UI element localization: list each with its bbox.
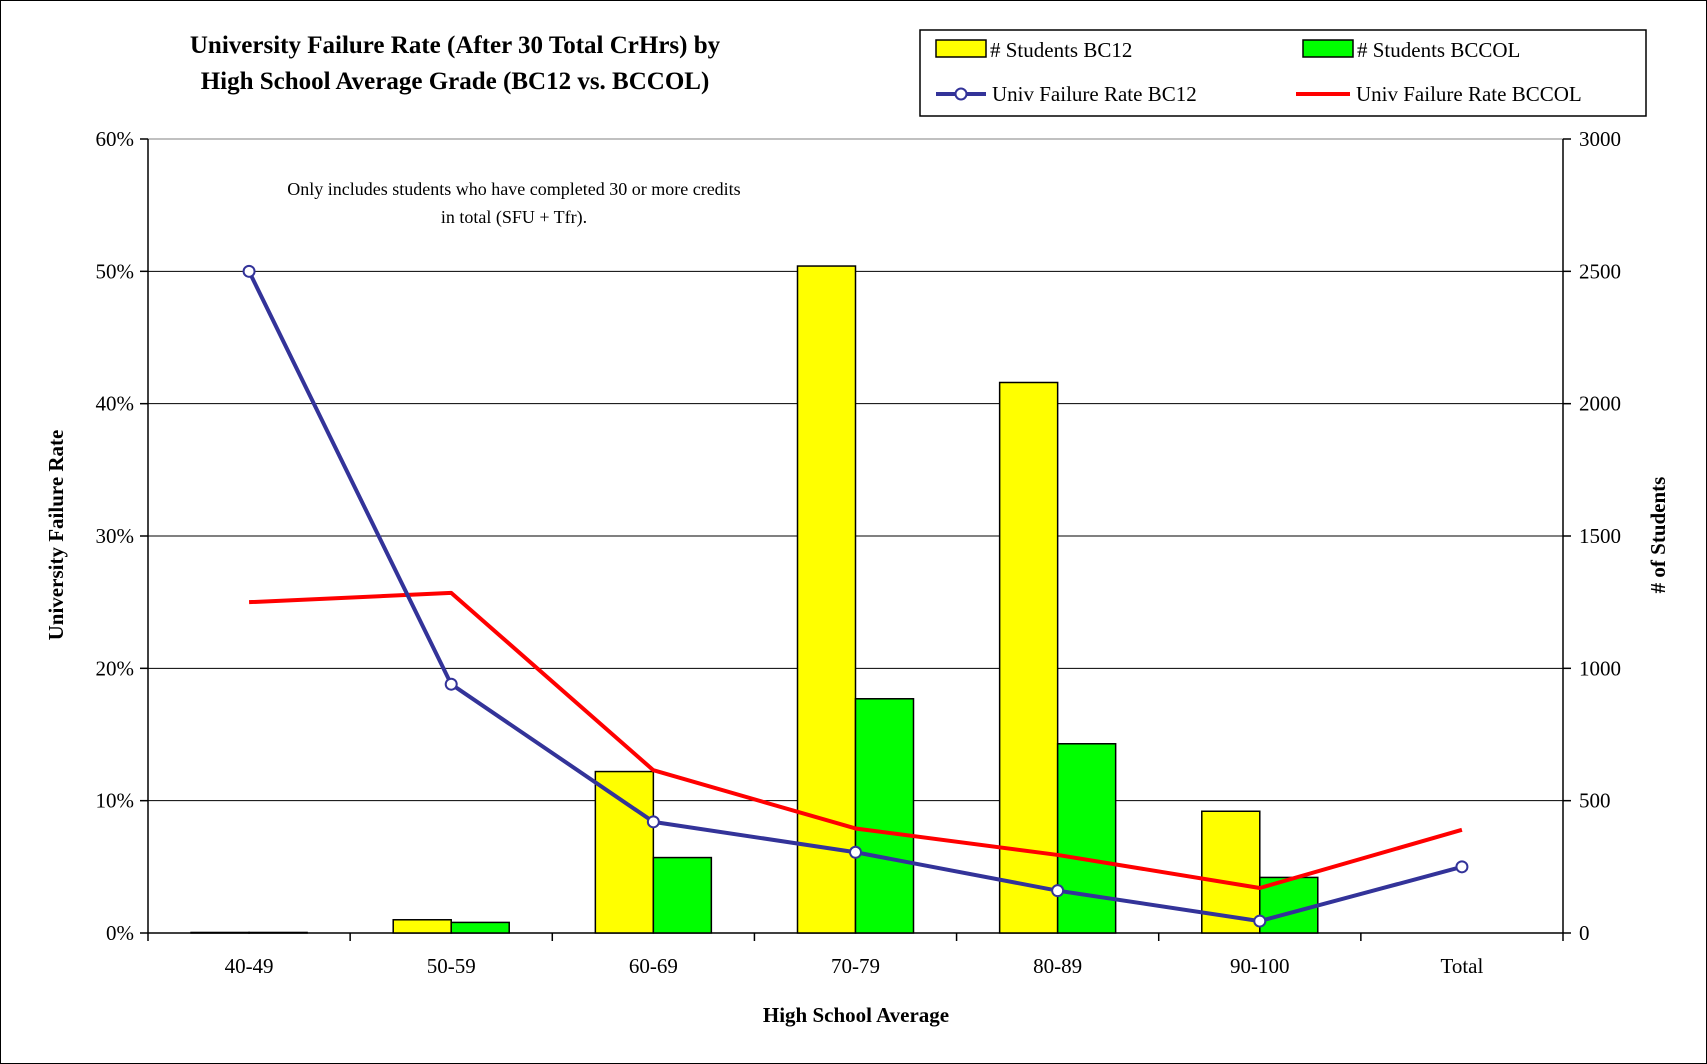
line-point-bc12 — [646, 815, 660, 829]
y-tick-left-label: 50% — [96, 259, 135, 283]
y-tick-right-label: 3000 — [1579, 127, 1621, 151]
bar-bccol — [248, 931, 308, 934]
x-tick-label: 80-89 — [1033, 954, 1082, 978]
line-point-bc12 — [444, 677, 458, 691]
annotation-line-2: in total (SFU + Tfr). — [441, 207, 587, 228]
legend-box — [919, 29, 1647, 117]
y-tick-right-label: 2500 — [1579, 259, 1621, 283]
annotation-line-1: Only includes students who have complete… — [287, 179, 740, 199]
legend: # Students BC12 # Students BCCOL Univ Fa… — [919, 29, 1647, 117]
plot-area: 0% 0 10% 500 20% 1000 30% 1500 40% 2000 50% 2500 60%… — [96, 127, 1622, 978]
bar-bccol — [854, 698, 915, 934]
legend-label-bccol-bars: # Students BCCOL — [1357, 38, 1520, 62]
y-tick-right-label: 500 — [1579, 789, 1611, 813]
legend-label-bc12-line: Univ Failure Rate BC12 — [992, 82, 1197, 106]
x-tick-label: Total — [1440, 954, 1483, 978]
y-tick-right-label: 1500 — [1579, 524, 1621, 548]
y-tick-right-label: 1000 — [1579, 656, 1621, 680]
x-tick-label: 40-49 — [225, 954, 274, 978]
y-axis-left-title: University Failure Rate — [44, 430, 68, 641]
chart-title-line-2: High School Average Grade (BC12 vs. BCCO… — [201, 68, 710, 95]
x-tick-label: 50-59 — [427, 954, 476, 978]
y-tick-right-label: 0 — [1579, 921, 1590, 945]
line-point-bc12 — [1051, 884, 1065, 898]
y-tick-left-label: 0% — [106, 921, 134, 945]
y-axis-right-title: # of Students — [1646, 477, 1670, 594]
y-tick-left-label: 20% — [96, 656, 135, 680]
legend-label-bc12-bars: # Students BC12 — [990, 38, 1132, 62]
legend-item-bccol-line: Univ Failure Rate BCCOL — [1296, 82, 1582, 106]
legend-swatch-bccol-bars — [1302, 39, 1354, 58]
x-axis-title: High School Average — [763, 1003, 949, 1027]
x-tick-label: 70-79 — [831, 954, 880, 978]
chart-title-line-1: University Failure Rate (After 30 Total … — [190, 32, 721, 59]
legend-swatch-bc12-bars — [935, 39, 987, 58]
x-tick-label: 60-69 — [629, 954, 678, 978]
y-tick-left-label: 40% — [96, 392, 135, 416]
line-series-bccol — [248, 590, 1463, 891]
y-tick-left-label: 60% — [96, 127, 135, 151]
line-point-bc12 — [849, 845, 862, 859]
y-tick-left-label: 10% — [96, 789, 135, 813]
bar-bc12 — [796, 265, 857, 934]
legend-item-bccol-bars: # Students BCCOL — [1302, 38, 1520, 62]
bar-bc12 — [998, 381, 1059, 934]
bar-bc12 — [190, 931, 250, 934]
legend-label-bccol-line: Univ Failure Rate BCCOL — [1356, 82, 1582, 106]
bar-bc12 — [392, 919, 452, 934]
legend-marker-bc12-line — [954, 87, 968, 101]
bar-bccol — [1056, 743, 1117, 934]
y-tick-left-label: 30% — [96, 524, 135, 548]
x-tick-label: 90-100 — [1230, 954, 1290, 978]
line-point-bc12 — [1253, 914, 1267, 928]
legend-item-bc12-bars: # Students BC12 — [935, 38, 1132, 62]
line-point-bc12 — [242, 264, 256, 278]
bar-bc12 — [594, 770, 655, 934]
line-point-bc12 — [1455, 860, 1469, 874]
legend-item-bc12-line: Univ Failure Rate BC12 — [936, 82, 1197, 106]
bar-bccol — [450, 921, 510, 934]
y-tick-right-label: 2000 — [1579, 392, 1621, 416]
bar-bccol — [652, 856, 713, 934]
